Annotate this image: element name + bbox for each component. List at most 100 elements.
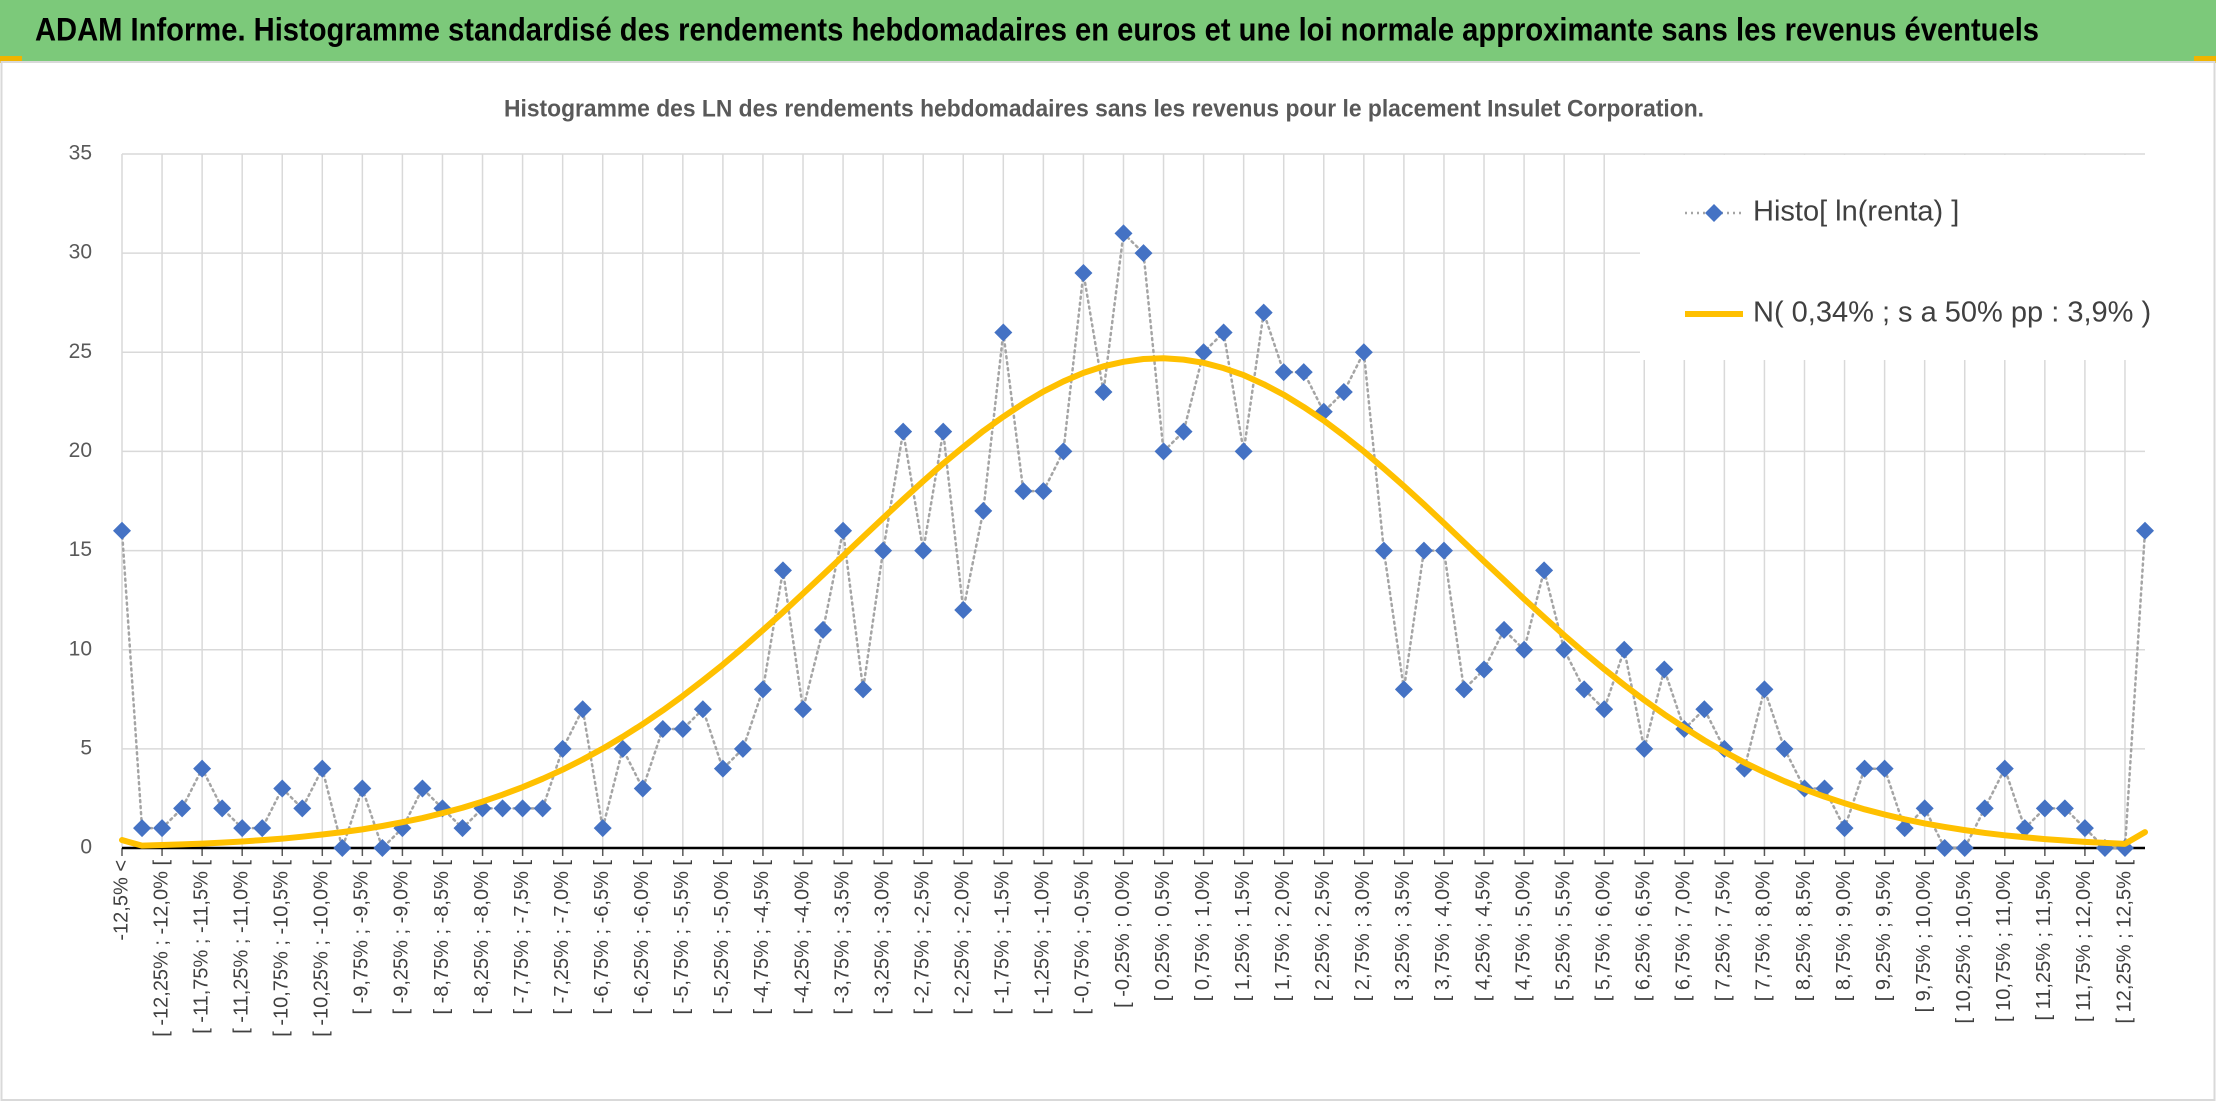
x-tick-label: [ 0,75% ; 1,0% [ xyxy=(1192,860,1214,1002)
data-point xyxy=(874,541,893,560)
data-point xyxy=(153,819,172,838)
chart-title: Histogramme des LN des rendements hebdom… xyxy=(504,95,1704,122)
data-point xyxy=(1875,759,1894,778)
data-point xyxy=(994,323,1013,342)
data-point xyxy=(1555,640,1574,659)
data-point xyxy=(1895,819,1914,838)
data-point xyxy=(1154,442,1173,461)
x-tick-label: [ 5,75% ; 6,0% [ xyxy=(1592,860,1614,1002)
y-tick-label: 25 xyxy=(69,340,92,363)
header-bar xyxy=(0,0,2216,62)
x-tick-label: [ -6,25% ; -6,0% [ xyxy=(631,860,653,1015)
x-tick-label: [ 3,75% ; 4,0% [ xyxy=(1432,860,1454,1002)
data-point xyxy=(974,501,993,520)
data-point xyxy=(633,779,652,798)
data-point xyxy=(173,799,192,818)
x-tick-label: [ 7,25% ; 7,5% [ xyxy=(1713,860,1735,1002)
data-point xyxy=(1374,541,1393,560)
data-point xyxy=(1635,739,1654,758)
data-point xyxy=(854,680,873,699)
data-point xyxy=(413,779,432,798)
data-point xyxy=(1855,759,1874,778)
legend: Histo[ ln(renta) ] N( 0,34% ; s a 50% pp … xyxy=(1640,155,2151,360)
data-point xyxy=(1995,759,2014,778)
x-tick-label: [ -12,25% ; -12,0% [ xyxy=(150,860,172,1037)
x-tick-label: [ 11,25% ; 11,5% [ xyxy=(2033,860,2055,1021)
legend-label: Histo[ ln(renta) ] xyxy=(1753,196,1959,228)
data-point xyxy=(1655,660,1674,679)
x-tick-label: [ -6,75% ; -6,5% [ xyxy=(591,860,613,1015)
x-tick-label: [ -11,75% ; -11,5% [ xyxy=(190,860,212,1034)
x-tick-label: [ 12,25% ; 12,5% [ xyxy=(2113,860,2135,1024)
data-point xyxy=(1615,640,1634,659)
data-point xyxy=(1014,482,1033,501)
data-point xyxy=(1274,363,1293,382)
data-point xyxy=(453,819,472,838)
data-point xyxy=(1935,839,1954,857)
data-point xyxy=(1975,799,1994,818)
data-point xyxy=(2136,521,2154,540)
data-point xyxy=(954,601,973,620)
data-point xyxy=(293,799,312,818)
x-tick-label: [ -5,75% ; -5,5% [ xyxy=(671,860,693,1015)
data-point xyxy=(894,422,913,441)
data-point xyxy=(2035,799,2054,818)
x-tick-label: [ 3,25% ; 3,5% [ xyxy=(1392,860,1414,1002)
data-point xyxy=(733,739,752,758)
data-point xyxy=(353,779,372,798)
data-point xyxy=(573,700,592,719)
chart-frame xyxy=(0,61,2216,1101)
y-tick-label: 5 xyxy=(80,736,92,759)
x-tick-label: [ -3,75% ; -3,5% [ xyxy=(831,860,853,1015)
legend-label: N( 0,34% ; s a 50% pp : 3,9% ) xyxy=(1753,297,2151,329)
data-point xyxy=(934,422,953,441)
x-tick-label: [ -5,25% ; -5,0% [ xyxy=(711,860,733,1015)
data-point xyxy=(773,561,792,580)
data-point xyxy=(2055,799,2074,818)
x-tick-label: [ -10,75% ; -10,5% [ xyxy=(271,860,293,1037)
x-tick-label: [ 11,75% ; 12,0% [ xyxy=(2073,860,2095,1022)
data-point xyxy=(2015,819,2034,838)
data-point xyxy=(1094,382,1113,401)
data-point xyxy=(1114,224,1133,243)
x-tick-label: [ -0,75% ; -0,5% [ xyxy=(1072,860,1094,1015)
x-tick-label: [ -8,75% ; -8,5% [ xyxy=(431,860,453,1015)
y-tick-label: 10 xyxy=(69,637,92,660)
corner-accent xyxy=(0,56,22,63)
data-point xyxy=(1074,263,1093,282)
x-tick-label: [ 2,75% ; 3,0% [ xyxy=(1352,860,1374,1002)
data-point xyxy=(613,739,632,758)
data-point xyxy=(1394,680,1413,699)
data-point xyxy=(1334,382,1353,401)
data-point xyxy=(133,819,152,838)
x-tick-label: [ 2,25% ; 2,5% [ xyxy=(1312,860,1334,1002)
data-point xyxy=(273,779,292,798)
legend-marker xyxy=(1705,204,1723,222)
data-point xyxy=(653,720,672,739)
x-tick-label: [ -4,75% ; -4,5% [ xyxy=(751,860,773,1015)
x-tick-label: [ 1,25% ; 1,5% [ xyxy=(1232,860,1254,1002)
x-tick-label: [ -0,25% ; 0,0% [ xyxy=(1112,860,1134,1008)
data-point xyxy=(834,521,853,540)
data-point xyxy=(1775,739,1794,758)
data-point xyxy=(914,541,933,560)
x-tick-label: [ -4,25% ; -4,0% [ xyxy=(791,860,813,1015)
data-point xyxy=(814,620,833,639)
series-line xyxy=(119,355,2148,849)
data-point xyxy=(1695,700,1714,719)
y-tick-label: 20 xyxy=(69,439,92,462)
x-tick-label: [ -3,25% ; -3,0% [ xyxy=(871,860,893,1015)
data-point xyxy=(1234,442,1253,461)
x-tick-label: [ 9,75% ; 10,0% [ xyxy=(1913,860,1935,1013)
data-point xyxy=(253,819,272,838)
x-tick-label: [ 5,25% ; 5,5% [ xyxy=(1552,860,1574,1002)
data-point xyxy=(1134,244,1153,263)
data-point xyxy=(1475,660,1494,679)
x-tick-label: [ -8,25% ; -8,0% [ xyxy=(471,860,493,1015)
x-tick-label: [ 9,25% ; 9,5% [ xyxy=(1873,860,1895,1002)
x-tick-label: [ 10,25% ; 10,5% [ xyxy=(1953,860,1975,1024)
data-point xyxy=(693,700,712,719)
data-point xyxy=(1294,363,1313,382)
y-tick-label: 35 xyxy=(69,142,92,165)
